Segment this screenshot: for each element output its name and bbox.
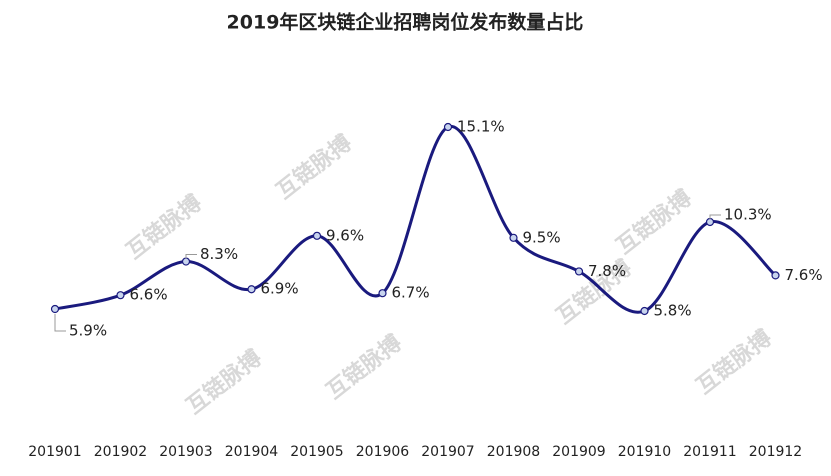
- x-tick-label: 201906: [356, 444, 410, 460]
- point: [771, 271, 780, 280]
- value-label: 10.3%: [724, 205, 772, 223]
- value-label: 9.6%: [326, 226, 364, 244]
- point: [247, 285, 256, 294]
- point: [378, 289, 387, 298]
- watermark: 互链脉搏: [321, 330, 406, 405]
- x-tick-label: 201907: [421, 444, 474, 460]
- leader-line: [185, 254, 197, 259]
- x-tick-label: 201908: [487, 444, 540, 460]
- point: [116, 291, 125, 300]
- value-label: 5.8%: [654, 302, 692, 320]
- leader-line: [54, 314, 66, 332]
- point: [443, 122, 453, 132]
- point: [640, 306, 649, 316]
- point: [50, 304, 60, 314]
- x-tick-label: 201903: [159, 444, 212, 460]
- x-tick-label: 201909: [552, 444, 605, 460]
- watermark: 互链脉搏: [691, 325, 776, 400]
- value-label: 8.3%: [200, 245, 238, 263]
- point: [312, 231, 322, 240]
- x-tick-label: 201904: [225, 444, 279, 460]
- value-label: 15.1%: [457, 118, 505, 136]
- value-label: 5.9%: [69, 322, 107, 340]
- leader-line: [709, 214, 721, 219]
- watermark: 互链脉搏: [121, 190, 206, 265]
- x-tick-label: 201910: [618, 444, 671, 460]
- point: [574, 267, 584, 276]
- value-label: 9.5%: [523, 228, 561, 246]
- x-tick-label: 201911: [683, 444, 736, 460]
- value-label: 7.8%: [588, 262, 626, 280]
- watermark: 互链脉搏: [611, 185, 696, 260]
- value-label: 6.9%: [261, 280, 299, 298]
- point: [181, 257, 191, 266]
- x-tick-label: 201912: [749, 444, 802, 460]
- value-label: 7.6%: [785, 266, 823, 284]
- value-label: 6.6%: [130, 286, 168, 304]
- chart-title: 2019年区块链企业招聘岗位发布数量占比: [227, 11, 584, 34]
- watermark: 互链脉搏: [271, 130, 356, 205]
- point: [509, 233, 518, 242]
- value-label: 6.7%: [392, 284, 430, 302]
- watermark: 互链脉搏: [181, 345, 266, 420]
- point: [705, 217, 715, 227]
- x-tick-label: 201905: [290, 444, 343, 460]
- x-tick-label: 201902: [94, 444, 147, 460]
- x-tick-label: 201901: [28, 444, 81, 460]
